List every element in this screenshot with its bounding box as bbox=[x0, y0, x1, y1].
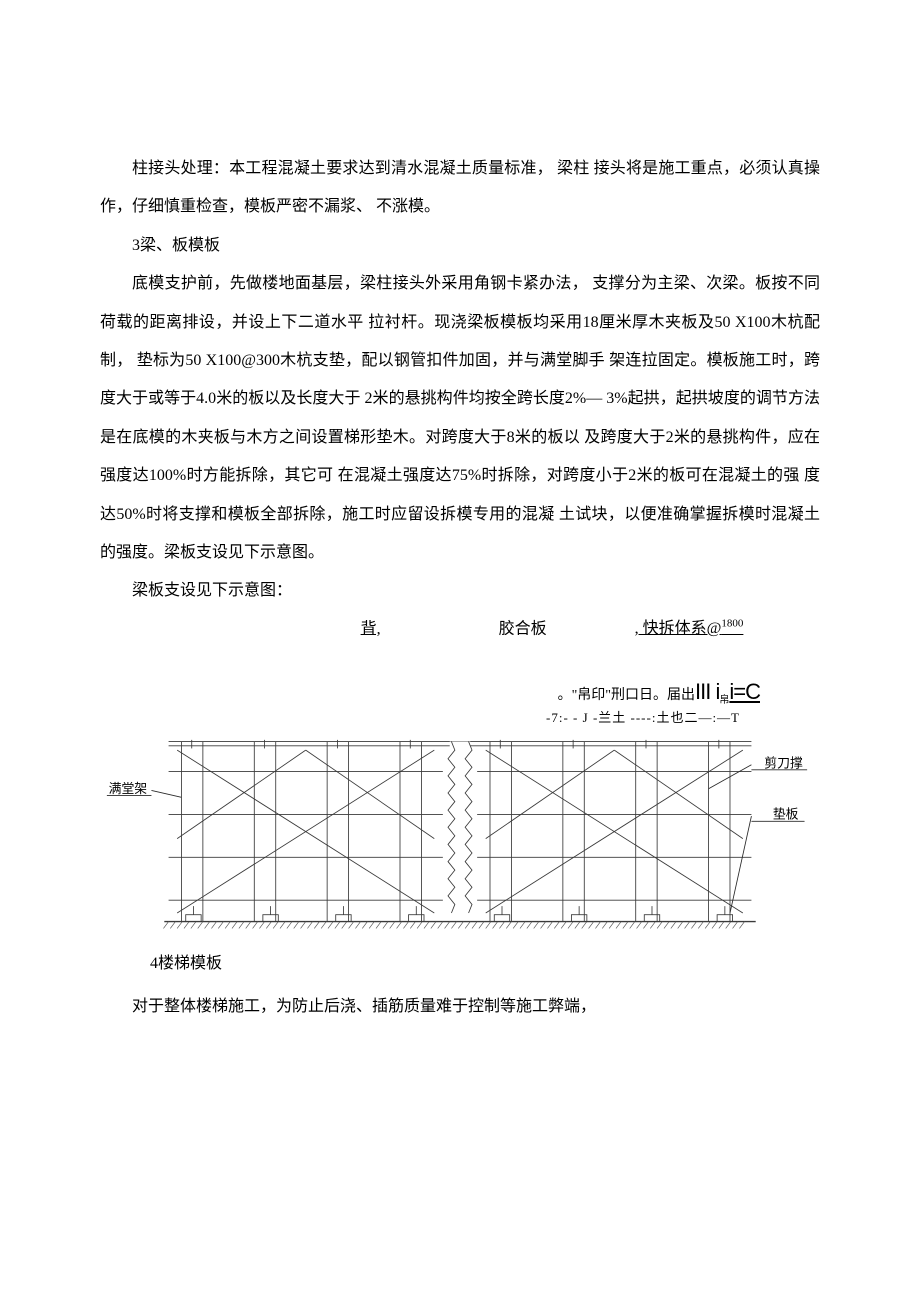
paragraph-formwork-details: 底模支护前，先做楼地面基层，梁柱接头外采用角钢卡紧办法， 支撑分为主梁、次梁。板… bbox=[100, 265, 820, 572]
label-plywood: 胶合板 bbox=[499, 620, 547, 637]
paragraph-stair-construction: 对于整体楼梯施工，为防止后浇、插筋质量难于控制等施工弊端， bbox=[100, 988, 820, 1026]
paragraph-see-diagram: 梁板支设见下示意图： bbox=[100, 572, 820, 610]
svg-text:满堂架: 满堂架 bbox=[109, 782, 148, 796]
heading-beam-slab-formwork: 3梁、板模板 bbox=[100, 227, 820, 265]
svg-text:垫板: 垫板 bbox=[773, 807, 799, 822]
ocr-garbled-line-1: 。"帛印"刑口日。届出III i帛i=C bbox=[100, 674, 820, 709]
heading-stair-formwork: 4楼梯模板 bbox=[150, 948, 820, 980]
ocr-garbled-line-2: -7:- - J -兰土 ----:土也二—:—T bbox=[100, 709, 820, 727]
svg-text:剪刀撑: 剪刀撑 bbox=[764, 755, 803, 770]
diagram-top-labels: 背, 胶合板 , 快拆体系@1800 bbox=[100, 615, 820, 644]
label-back: 背, bbox=[361, 620, 381, 637]
label-quick-system: , 快拆体系@1800 bbox=[635, 620, 744, 637]
paragraph-column-joint: 柱接头处理：本工程混凝土要求达到清水混凝土质量标准， 梁柱 接头将是施工重点，必… bbox=[100, 150, 820, 227]
scaffold-diagram: 满堂架 剪刀撑垫板 bbox=[100, 733, 820, 952]
